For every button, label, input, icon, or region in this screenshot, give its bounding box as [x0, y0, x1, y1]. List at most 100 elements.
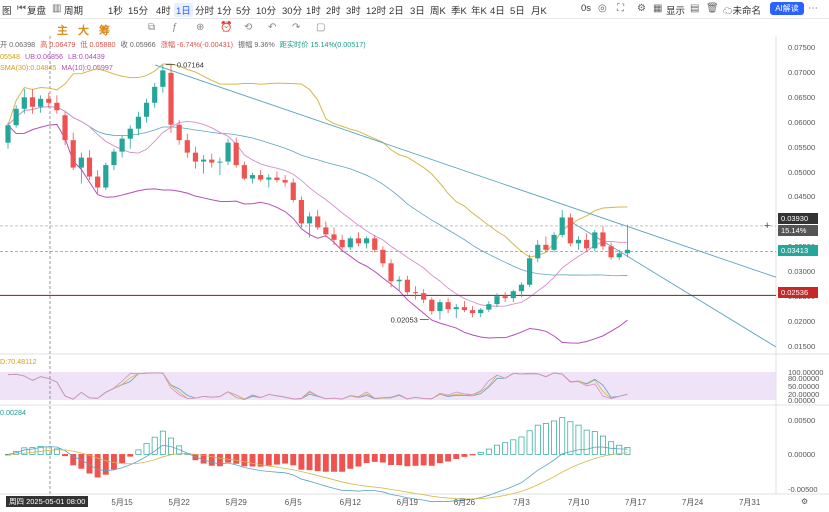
sma30-line [7, 106, 628, 277]
interval-1[interactable]: 15分 [128, 6, 149, 17]
macd-bar [567, 421, 574, 455]
candle-body [429, 299, 435, 312]
add-icon[interactable]: + [764, 220, 771, 232]
ohlc-line: 开 0.06398 高 0.06479 低 0.05880 收 0.05966 … [0, 40, 369, 50]
macd-bar [355, 454, 362, 467]
settings-icon[interactable]: ⚙ [637, 3, 646, 14]
kdj-band [0, 372, 776, 400]
rewind-icon[interactable]: ⏮ [17, 3, 26, 14]
interval-16[interactable]: 季K [451, 6, 467, 17]
redo-icon[interactable]: ↷ [292, 22, 301, 33]
period-dropdown[interactable]: 周期 [64, 6, 84, 17]
interval-19[interactable]: 5日 [510, 6, 525, 17]
top-toolbar: 图 ⏮ 复盘 ▥ 周期 1秒 15分 4时 1日 分时 1分 5分 10分 30分 1时 2时 3时 1… [0, 0, 829, 19]
date-axis-label: 6月5 [284, 498, 302, 507]
candle-body [176, 124, 182, 141]
boll-upper-line [7, 63, 628, 258]
replay-button[interactable]: 复盘 [27, 6, 47, 17]
copy-icon[interactable]: ⧉ [148, 22, 156, 33]
replay-icon[interactable]: ⟲ [244, 22, 253, 33]
candle-body [600, 232, 606, 247]
candles-icon[interactable]: ▥ [52, 3, 62, 14]
big-order-button[interactable]: 大 [78, 25, 89, 37]
layout-icon[interactable]: ▦ [653, 3, 663, 14]
interval-4[interactable]: 分时 [195, 6, 215, 17]
candle-body [111, 151, 117, 166]
macd-bar [151, 436, 158, 455]
candle-body [592, 232, 598, 249]
macd-bar [428, 454, 435, 466]
interval-13[interactable]: 2日 [389, 6, 404, 17]
indicator-icon[interactable]: ƒ [172, 22, 178, 33]
macd-bar [70, 454, 77, 466]
camera-icon[interactable]: ◎ [598, 3, 607, 14]
interval-3[interactable]: 1日 [174, 3, 193, 17]
macd-bar [608, 441, 615, 455]
interval-18[interactable]: 4日 [490, 6, 505, 17]
candle-body [95, 176, 101, 188]
layout-name[interactable]: ☁未命名 [723, 6, 762, 17]
price-axis-label: 0.06500 [788, 92, 816, 102]
candle-body [160, 70, 166, 87]
kdj-axis-label: 50.00000 [788, 382, 820, 391]
candle-body [372, 238, 378, 250]
chips-button[interactable]: 筹 [99, 25, 110, 37]
interval-6[interactable]: 5分 [236, 6, 251, 17]
display-button[interactable]: 显示 [666, 6, 686, 17]
interval-12[interactable]: 12时 [366, 6, 387, 17]
share-icon[interactable]: ⋯ [808, 3, 818, 14]
interval-2[interactable]: 4时 [156, 6, 171, 17]
template-icon[interactable]: ▢ [316, 22, 326, 33]
interval-7[interactable]: 10分 [256, 6, 277, 17]
alert-icon[interactable]: ⏰ [220, 22, 233, 33]
interval-14[interactable]: 3日 [410, 6, 425, 17]
candle-body [616, 253, 622, 258]
macd-bar [257, 454, 264, 467]
interval-8[interactable]: 30分 [282, 6, 303, 17]
toolbar-icon-label[interactable]: 图 [2, 6, 12, 17]
macd-bar [29, 447, 36, 455]
kdj-axis-label: 20.00000 [788, 390, 820, 400]
compare-icon[interactable]: ⊕ [196, 22, 205, 33]
undo-icon[interactable]: ↶ [268, 22, 277, 33]
interval-11[interactable]: 3时 [346, 6, 361, 17]
trash-icon[interactable]: 🗑 [706, 3, 719, 14]
candle-body [21, 97, 27, 109]
interval-17[interactable]: 年K [471, 6, 487, 17]
macd-bar [306, 454, 313, 471]
ma10-value: MA(10):0.05997 [61, 63, 113, 72]
candle-body [127, 128, 133, 139]
interval-0[interactable]: 1秒 [108, 6, 123, 17]
macd-bar [437, 454, 443, 464]
date-cursor-tag: 周四 2025-05-01 08:00 [6, 496, 89, 507]
interval-9[interactable]: 1时 [306, 6, 321, 17]
candle-body [412, 292, 419, 294]
candle-body [266, 177, 272, 180]
candle-body [404, 279, 410, 293]
interval-15[interactable]: 周K [430, 6, 446, 17]
ai-analysis-button[interactable]: AI解读 [770, 2, 804, 15]
macd-bar [249, 454, 256, 467]
kdj-line: D:70.48112 [0, 357, 40, 366]
ma-line: SMA(30):0.04845 MA(10):0.05997 [0, 63, 116, 72]
date-axis-label: 6月12 [339, 498, 361, 507]
grid-icon[interactable]: ▤ [690, 3, 700, 14]
date-axis-label: 6月26 [453, 498, 476, 507]
main-indicator-button[interactable]: 主 [57, 25, 68, 37]
price-axis-label: 0.03000 [788, 267, 816, 277]
macd-bar [94, 454, 101, 478]
fullscreen-icon[interactable]: ⛶ [617, 3, 624, 14]
macd-bar [62, 454, 69, 457]
interval-5[interactable]: 1分 [217, 6, 232, 17]
interval-10[interactable]: 2时 [326, 6, 341, 17]
candle-body [86, 157, 93, 177]
macd-bar [37, 446, 44, 455]
candle-body [282, 180, 288, 183]
candle-body [184, 140, 190, 153]
macd-bar [494, 444, 500, 455]
candle-body [469, 310, 476, 314]
macd-bar [127, 454, 134, 457]
axis-menu-icon[interactable]: ⚙ [801, 497, 809, 506]
interval-20[interactable]: 月K [531, 6, 547, 17]
